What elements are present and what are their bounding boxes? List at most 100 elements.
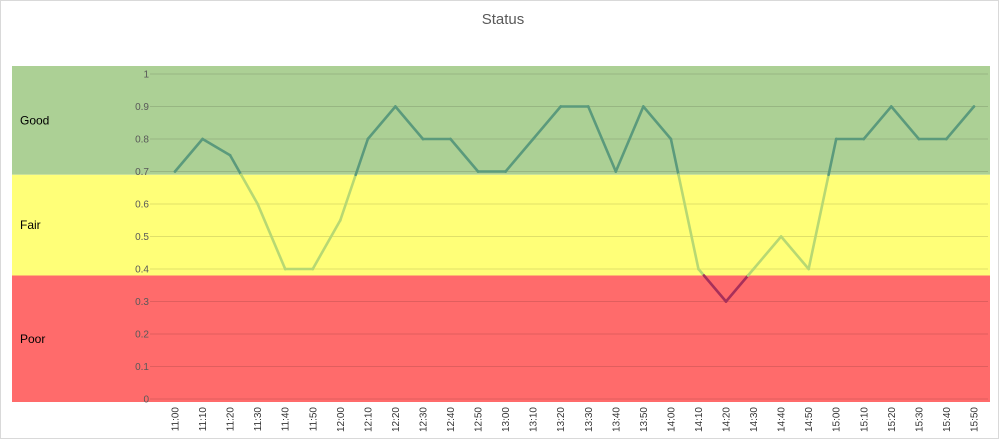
data-point (972, 105, 976, 108)
x-tick-label: 13:10 (529, 407, 540, 432)
series-line-segment (256, 202, 287, 271)
x-tick-label: 14:20 (722, 407, 733, 432)
x-tick-label: 11:40 (281, 407, 292, 432)
series-line-segment (366, 105, 397, 141)
x-tick-label: 14:50 (804, 407, 815, 432)
y-tick-label: 0.5 (135, 232, 149, 243)
y-tick-label: 0.1 (135, 362, 149, 373)
data-point (890, 105, 893, 108)
series-line-segment (531, 105, 563, 141)
series-line-segment (228, 153, 243, 177)
series-line-segment (173, 137, 204, 173)
band-fair (12, 174, 990, 276)
x-tick-label: 12:00 (336, 407, 347, 432)
x-tick-label: 11:00 (171, 407, 182, 432)
series-line-segment (697, 267, 706, 277)
band-label-poor: Poor (20, 332, 45, 346)
data-point (283, 267, 287, 271)
series-line-segment (779, 235, 810, 271)
series-line-segment (724, 274, 750, 303)
x-tick-label: 15:50 (969, 407, 980, 432)
band-label-good: Good (20, 113, 49, 127)
series-line-segment (862, 105, 893, 141)
data-point (862, 137, 866, 141)
y-tick-label: 0.7 (135, 167, 149, 178)
x-tick-label: 14:40 (777, 407, 788, 432)
x-tick-label: 12:20 (391, 407, 402, 432)
x-tick-label: 13:20 (556, 407, 567, 432)
y-tick-label: 0.9 (135, 102, 149, 113)
x-tick-label: 11:50 (308, 407, 319, 432)
data-point (256, 202, 259, 206)
y-tick-label: 0.6 (135, 200, 149, 211)
x-axis-ticks: 11:00 11:10 11:20 11:30 11:40 11:50 12:00 12:10… (171, 407, 981, 432)
series-line-segment (338, 173, 358, 222)
x-tick-label: 12:10 (363, 407, 374, 432)
series-line-segment (239, 173, 259, 206)
series-line-segment (889, 105, 921, 141)
series-line-segment (702, 274, 728, 303)
series-line-segment (504, 137, 535, 173)
y-tick-label: 0 (143, 395, 149, 406)
series-line-segment (449, 137, 480, 173)
y-axis-ticks: 0 0.1 0.2 0.3 0.4 0.5 0.6 0.7 0.8 0.9 1 (135, 70, 149, 406)
series-line-segment (677, 173, 700, 271)
series-line-segment (669, 137, 680, 177)
x-tick-label: 13:30 (584, 407, 595, 432)
x-tick-label: 14:00 (666, 407, 677, 432)
background-bands: Good Fair Poor (12, 66, 990, 402)
series-line-segment (746, 267, 755, 277)
data-point (504, 170, 507, 173)
data-point (449, 137, 452, 141)
y-tick-label: 1 (143, 70, 149, 81)
data-point (642, 105, 645, 108)
band-poor (12, 275, 990, 402)
data-point (724, 300, 728, 303)
x-tick-label: 14:30 (749, 407, 760, 432)
data-point (917, 137, 921, 141)
y-tick-label: 0.4 (135, 265, 149, 276)
series-line-segment (752, 235, 783, 271)
x-tick-label: 15:10 (859, 407, 870, 432)
series-line-segment (394, 105, 425, 141)
data-point (531, 137, 535, 141)
x-tick-label: 15:00 (832, 407, 843, 432)
data-point (311, 267, 315, 271)
x-tick-label: 15:30 (914, 407, 925, 432)
data-point (697, 267, 700, 271)
data-point (807, 267, 810, 271)
x-tick-label: 11:30 (253, 407, 264, 432)
data-point (228, 153, 232, 157)
x-tick-label: 13:40 (611, 407, 622, 432)
data-point (614, 170, 618, 173)
x-tick-label: 12:30 (418, 407, 429, 432)
x-tick-label: 13:50 (639, 407, 650, 432)
series-line-segment (354, 137, 370, 177)
x-tick-label: 11:10 (198, 407, 209, 432)
data-point (669, 137, 673, 141)
chart-title: Status (482, 11, 525, 28)
x-tick-label: 13:00 (501, 407, 512, 432)
data-point (173, 170, 177, 173)
x-tick-label: 12:50 (474, 407, 485, 432)
x-tick-label: 11:20 (226, 407, 237, 432)
band-label-fair: Fair (20, 218, 41, 232)
series-line-segment (642, 105, 673, 141)
status-series (173, 105, 976, 303)
y-tick-label: 0.3 (135, 297, 149, 308)
data-point (394, 105, 397, 108)
series-line-segment (614, 105, 645, 173)
x-tick-label: 15:40 (942, 407, 953, 432)
x-tick-label: 12:40 (446, 407, 457, 432)
y-tick-label: 0.8 (135, 135, 149, 146)
data-point (779, 235, 783, 238)
data-point (476, 170, 480, 173)
x-tick-label: 15:20 (887, 407, 898, 432)
series-line-segment (807, 173, 830, 271)
x-tick-label: 14:10 (694, 407, 705, 432)
series-line-segment (945, 105, 976, 141)
series-line-segment (827, 137, 838, 177)
data-point (421, 137, 425, 141)
data-point (201, 137, 204, 141)
